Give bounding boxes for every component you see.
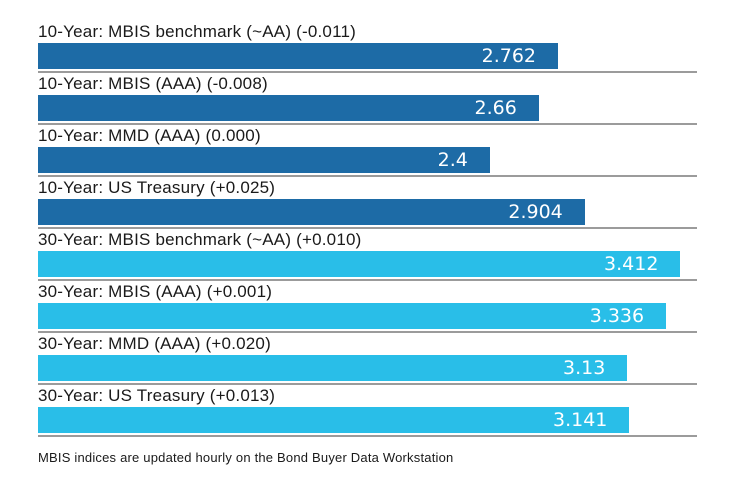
bar-track: 3.141 — [38, 407, 697, 433]
bar-label: 30-Year: MBIS benchmark (~AA) (+0.010) — [38, 230, 362, 249]
row-separator — [38, 279, 697, 281]
bar-track: 2.762 — [38, 43, 697, 69]
bar-value-label: 2.66 — [474, 97, 517, 119]
bar-value-label: 2.4 — [437, 149, 468, 171]
bar-track: 3.13 — [38, 355, 697, 381]
bar-track: 2.904 — [38, 199, 697, 225]
bar: 2.4 — [38, 147, 490, 173]
bar-label: 10-Year: MMD (AAA) (0.000) — [38, 126, 261, 145]
bar: 2.904 — [38, 199, 585, 225]
chart-row: 30-Year: US Treasury (+0.013) 3.141 — [38, 385, 697, 437]
row-separator — [38, 383, 697, 385]
bar-label: 10-Year: US Treasury (+0.025) — [38, 178, 276, 197]
row-separator — [38, 331, 697, 333]
bar-label: 30-Year: MMD (AAA) (+0.020) — [38, 334, 271, 353]
bar-value-label: 2.904 — [508, 201, 563, 223]
bar-value-label: 3.13 — [563, 357, 606, 379]
chart-footnote: MBIS indices are updated hourly on the B… — [38, 450, 454, 465]
bar-track: 3.336 — [38, 303, 697, 329]
row-separator — [38, 227, 697, 229]
row-separator — [38, 435, 697, 437]
row-separator — [38, 71, 697, 73]
chart-row: 10-Year: US Treasury (+0.025) 2.904 — [38, 177, 697, 229]
bar-value-label: 3.141 — [552, 409, 608, 431]
bar-track: 2.4 — [38, 147, 697, 173]
bar: 2.66 — [38, 95, 539, 121]
bar-value-label: 3.336 — [589, 305, 645, 327]
bar-label: 10-Year: MBIS benchmark (~AA) (-0.011) — [38, 22, 356, 41]
bar-track: 2.66 — [38, 95, 697, 121]
row-separator — [38, 175, 697, 177]
chart-row: 30-Year: MMD (AAA) (+0.020) 3.13 — [38, 333, 697, 385]
bar-track: 3.412 — [38, 251, 697, 277]
bar-chart: 10-Year: MBIS benchmark (~AA) (-0.011) 2… — [38, 21, 697, 437]
bar-label: 10-Year: MBIS (AAA) (-0.008) — [38, 74, 268, 93]
bar: 2.762 — [38, 43, 559, 69]
bar: 3.13 — [38, 355, 628, 381]
bar-value-label: 2.762 — [481, 45, 537, 67]
chart-row: 10-Year: MMD (AAA) (0.000) 2.4 — [38, 125, 697, 177]
bar-value-label: 3.412 — [604, 253, 659, 275]
bar-label: 30-Year: US Treasury (+0.013) — [38, 386, 276, 405]
bar: 3.141 — [38, 407, 630, 433]
bar-label: 30-Year: MBIS (AAA) (+0.001) — [38, 282, 273, 301]
row-separator — [38, 123, 697, 125]
chart-row: 10-Year: MBIS benchmark (~AA) (-0.011) 2… — [38, 21, 697, 73]
bar: 3.336 — [38, 303, 667, 329]
chart-row: 10-Year: MBIS (AAA) (-0.008) 2.66 — [38, 73, 697, 125]
bar: 3.412 — [38, 251, 681, 277]
chart-row: 30-Year: MBIS benchmark (~AA) (+0.010) 3… — [38, 229, 697, 281]
chart-row: 30-Year: MBIS (AAA) (+0.001) 3.336 — [38, 281, 697, 333]
